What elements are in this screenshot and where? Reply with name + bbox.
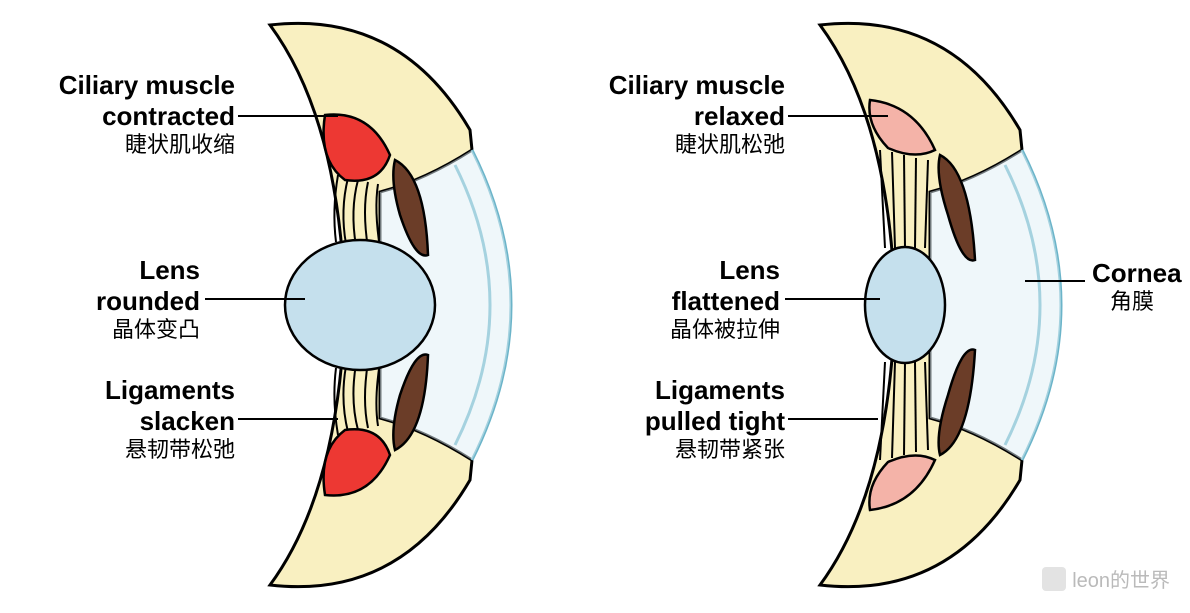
wechat-icon <box>1042 567 1066 591</box>
watermark: leon的世界 <box>1042 564 1170 593</box>
label-line <box>238 418 338 420</box>
label-line <box>785 298 880 300</box>
label-cornea: Cornea 角膜 <box>1092 258 1182 316</box>
label-line <box>205 298 305 300</box>
label-line <box>788 115 888 117</box>
eye-right-diagram <box>800 10 1110 600</box>
label-ciliary-relaxed: Ciliary muscle relaxed 睫状肌松弛 <box>609 70 785 159</box>
label-ligaments-slacken: Ligaments slacken 悬韧带松弛 <box>105 375 235 464</box>
label-lens-rounded: Lens rounded 晶体变凸 <box>96 255 200 344</box>
label-ciliary-contracted: Ciliary muscle contracted 睫状肌收缩 <box>59 70 235 159</box>
label-line <box>1025 280 1085 282</box>
label-lens-flattened: Lens flattened 晶体被拉伸 <box>670 255 780 344</box>
label-ligaments-tight: Ligaments pulled tight 悬韧带紧张 <box>645 375 785 464</box>
label-line <box>238 115 338 117</box>
label-line <box>788 418 878 420</box>
eye-left-diagram <box>250 10 560 600</box>
